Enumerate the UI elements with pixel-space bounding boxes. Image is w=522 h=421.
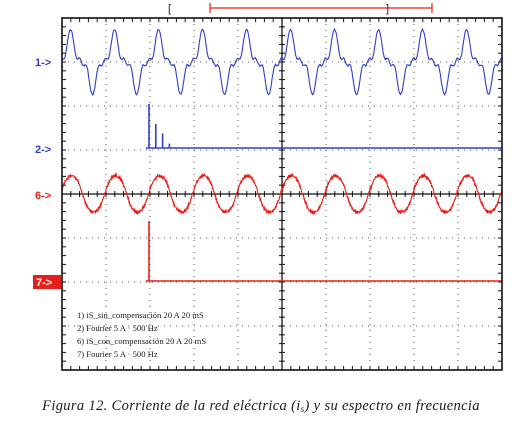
channel-markers: 1-> 2-> 6-> 7-> xyxy=(33,57,61,289)
trigger-bracket-close: ] xyxy=(386,3,389,15)
legend: 1) iS_sin_compensación 20 A 20 mS 2) Fou… xyxy=(77,310,206,359)
legend-entry-7: 7) Fourier 5 A · 500 Hz xyxy=(77,349,158,359)
channel-6-waveform xyxy=(61,172,503,216)
legend-entry-2: 2) Fourier 5 A · 500 Hz xyxy=(77,323,158,333)
legend-entry-6: 6) iS_con_compensación 20 A 20 mS xyxy=(77,336,206,346)
oscilloscope-chart: [ ] 1-> 2-> 6-> 7-> 1) iS_sin_compensaci… xyxy=(33,3,503,371)
channel-6-marker: 6-> xyxy=(35,190,51,202)
trigger-bar: [ ] xyxy=(168,3,433,15)
caption-text-start: Figura 12. Corriente de la red eléctrica… xyxy=(42,398,301,414)
plot-frame xyxy=(61,17,503,371)
channel-1-marker: 1-> xyxy=(35,57,51,69)
traces xyxy=(61,27,503,282)
caption-subscript: s xyxy=(300,404,305,414)
channel-2-marker: 2-> xyxy=(35,144,51,156)
figure-caption: Figura 12. Corriente de la red eléctrica… xyxy=(0,398,522,415)
caption-text-end: ) y su espectro en frecuencia xyxy=(304,398,480,414)
channel-7-marker: 7-> xyxy=(36,277,52,289)
channel-1-waveform xyxy=(61,27,503,96)
legend-entry-1: 1) iS_sin_compensación 20 A 20 mS xyxy=(77,310,204,320)
trigger-bracket-open: [ xyxy=(168,3,171,15)
channel-7-marker-box xyxy=(33,275,61,289)
